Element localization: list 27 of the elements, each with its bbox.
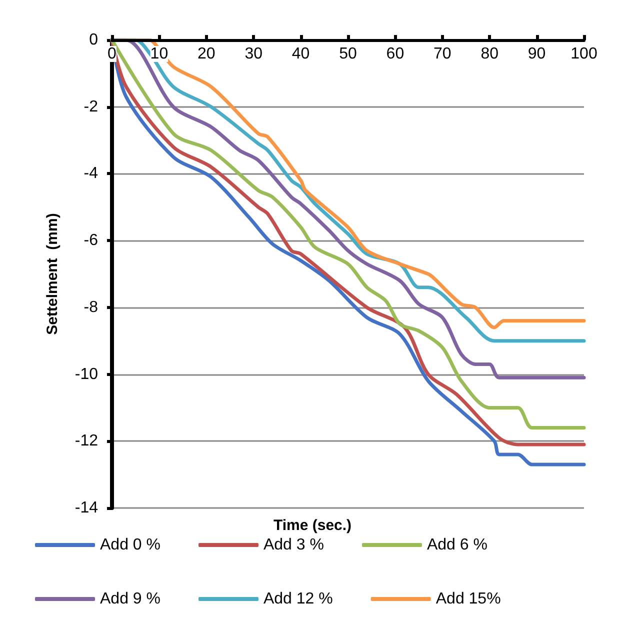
x-tick-label: 60 [386, 46, 404, 62]
x-tick-label: 90 [528, 46, 546, 62]
x-tick-label: 100 [570, 46, 598, 62]
x-tick-label: 10 [150, 46, 168, 62]
x-tick-label: 40 [292, 46, 310, 62]
legend-label: Add 3 % [263, 536, 324, 554]
y-tick-label: -8 [84, 298, 98, 316]
x-tick-label: 70 [434, 46, 452, 62]
legend-label: Add 6 % [426, 536, 488, 554]
x-tick-label: 80 [480, 46, 499, 62]
x-tick-label: 30 [244, 46, 263, 62]
legend-label: Add 15% [436, 590, 501, 608]
y-tick-label: -4 [84, 165, 98, 182]
legend-label: Add 12 % [263, 590, 333, 608]
x-tick-label: 20 [198, 46, 216, 62]
y-tick-label: -10 [74, 366, 98, 383]
legend-label: Add 9 % [100, 590, 160, 608]
x-tick-label: 0 [108, 46, 117, 62]
y-tick-label: -6 [84, 232, 98, 250]
y-tick-label: -2 [84, 98, 98, 116]
x-axis-title: Time (sec.) [273, 517, 352, 534]
y-tick-label: -14 [74, 500, 98, 516]
y-tick-label: 0 [89, 32, 98, 48]
y-axis-title: Settelment (mm) [44, 213, 61, 335]
legend-label: Add 0 % [100, 536, 160, 554]
x-tick-label: 50 [339, 46, 357, 62]
y-tick-label: -12 [74, 432, 98, 450]
